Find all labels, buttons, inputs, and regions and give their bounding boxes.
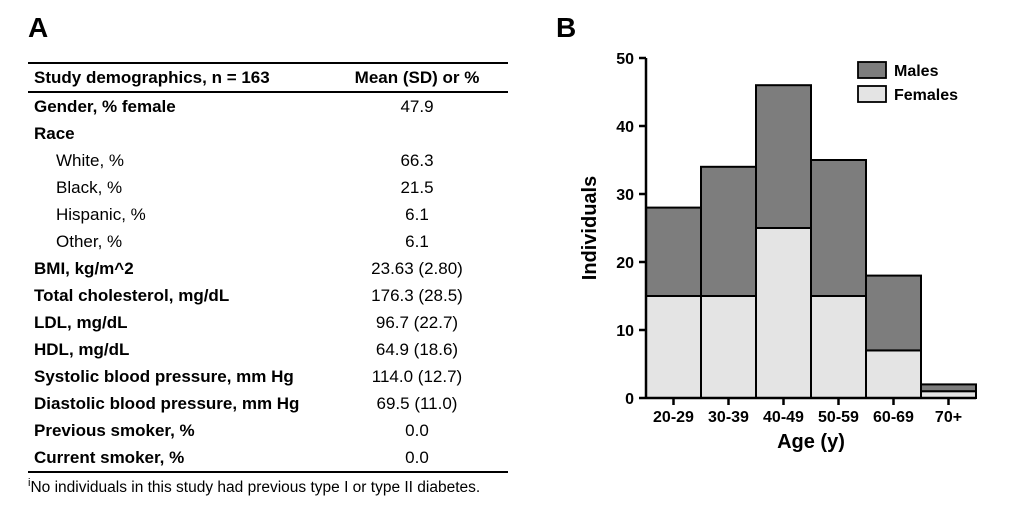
bar-segment — [866, 276, 921, 351]
table-row: Previous smoker, %0.0 — [28, 417, 508, 444]
y-tick-label: 50 — [616, 51, 634, 68]
row-value: 6.1 — [326, 201, 508, 228]
y-tick-label: 10 — [616, 323, 634, 340]
row-value: 0.0 — [326, 417, 508, 444]
bar-segment — [811, 296, 866, 398]
panel-label-a: A — [28, 12, 48, 44]
table-row: Systolic blood pressure, mm Hg114.0 (12.… — [28, 363, 508, 390]
row-label: Black, % — [28, 174, 326, 201]
bar-segment — [811, 160, 866, 296]
row-value: 176.3 (28.5) — [326, 282, 508, 309]
row-label: BMI, kg/m^2 — [28, 255, 326, 282]
table-row: Total cholesterol, mg/dL176.3 (28.5) — [28, 282, 508, 309]
age-histogram: 0 10 20 30 40 50 20-29 30-39 40-49 50-59 60-69 70+ A… — [572, 44, 1004, 478]
demographics-table: Study demographics, n = 163 Mean (SD) or… — [28, 62, 508, 473]
table-row: Gender, % female47.9 — [28, 92, 508, 120]
row-value: 96.7 (22.7) — [326, 309, 508, 336]
row-label: LDL, mg/dL — [28, 309, 326, 336]
row-label: Hispanic, % — [28, 201, 326, 228]
x-tick-label: 20-29 — [653, 409, 694, 426]
bar-segment — [756, 228, 811, 398]
table-body: Gender, % female47.9RaceWhite, %66.3Blac… — [28, 92, 508, 472]
y-axis-label: Individuals — [579, 176, 601, 280]
table-row: Current smoker, %0.0 — [28, 444, 508, 472]
table-row: Race — [28, 120, 508, 147]
table-row: HDL, mg/dL64.9 (18.6) — [28, 336, 508, 363]
y-tick-label: 0 — [625, 391, 634, 408]
bar-segment — [701, 296, 756, 398]
y-tick-label: 20 — [616, 255, 634, 272]
table-row: Hispanic, %6.1 — [28, 201, 508, 228]
x-tick-label: 30-39 — [708, 409, 749, 426]
footnote-text: No individuals in this study had previou… — [30, 479, 480, 496]
y-tick-label: 40 — [616, 119, 634, 136]
row-value: 66.3 — [326, 147, 508, 174]
table-row: Diastolic blood pressure, mm Hg69.5 (11.… — [28, 390, 508, 417]
legend-label: Females — [894, 87, 958, 104]
row-value: 21.5 — [326, 174, 508, 201]
table-footnote: iNo individuals in this study had previo… — [28, 477, 508, 498]
row-value — [326, 120, 508, 147]
row-label: Other, % — [28, 228, 326, 255]
row-label: Systolic blood pressure, mm Hg — [28, 363, 326, 390]
bar-segment — [701, 167, 756, 296]
table-row: Black, %21.5 — [28, 174, 508, 201]
row-label: White, % — [28, 147, 326, 174]
x-tick-label: 60-69 — [873, 409, 914, 426]
bar-segment — [756, 85, 811, 228]
row-value: 47.9 — [326, 92, 508, 120]
x-axis-label: Age (y) — [777, 431, 845, 453]
x-tick-label: 50-59 — [818, 409, 859, 426]
legend-label: Males — [894, 63, 939, 80]
row-value: 69.5 (11.0) — [326, 390, 508, 417]
panel-b: 0 10 20 30 40 50 20-29 30-39 40-49 50-59 60-69 70+ A… — [572, 44, 1004, 484]
row-label: Previous smoker, % — [28, 417, 326, 444]
figure-root: A B Study demographics, n = 163 Mean (SD… — [0, 0, 1020, 517]
panel-a: Study demographics, n = 163 Mean (SD) or… — [28, 62, 508, 497]
table-header-left: Study demographics, n = 163 — [28, 63, 326, 92]
x-tick-label: 40-49 — [763, 409, 804, 426]
table-row: LDL, mg/dL96.7 (22.7) — [28, 309, 508, 336]
row-label: Race — [28, 120, 326, 147]
row-value: 64.9 (18.6) — [326, 336, 508, 363]
table-row: White, %66.3 — [28, 147, 508, 174]
bar-segment — [866, 350, 921, 398]
row-value: 23.63 (2.80) — [326, 255, 508, 282]
table-header-right: Mean (SD) or % — [326, 63, 508, 92]
legend-swatch — [858, 62, 886, 78]
bar-segment — [646, 296, 701, 398]
row-label: Diastolic blood pressure, mm Hg — [28, 390, 326, 417]
panel-label-b: B — [556, 12, 576, 44]
row-label: Gender, % female — [28, 92, 326, 120]
row-value: 114.0 (12.7) — [326, 363, 508, 390]
y-tick-label: 30 — [616, 187, 634, 204]
row-label: HDL, mg/dL — [28, 336, 326, 363]
legend-swatch — [858, 86, 886, 102]
bar-segment — [646, 208, 701, 296]
table-row: Other, %6.1 — [28, 228, 508, 255]
table-row: BMI, kg/m^223.63 (2.80) — [28, 255, 508, 282]
bar-segment — [921, 384, 976, 391]
row-value: 0.0 — [326, 444, 508, 472]
row-label: Current smoker, % — [28, 444, 326, 472]
x-tick-label: 70+ — [935, 409, 962, 426]
row-label: Total cholesterol, mg/dL — [28, 282, 326, 309]
row-value: 6.1 — [326, 228, 508, 255]
